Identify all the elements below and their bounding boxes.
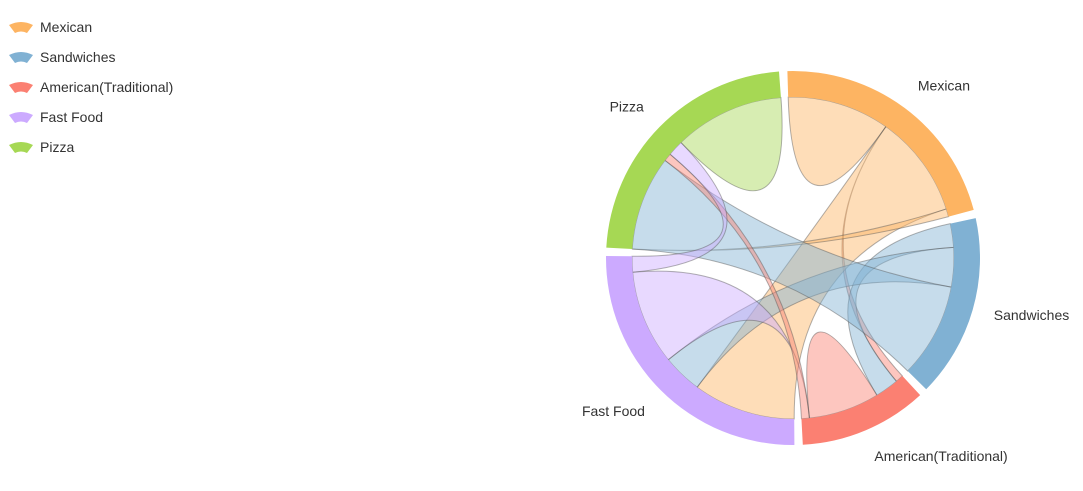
legend-swatch-sandwiches — [9, 52, 33, 63]
group-label-sandwiches: Sandwiches — [994, 307, 1070, 323]
group-arc-mexican[interactable] — [787, 70, 974, 217]
chord-mexican-pizza[interactable] — [632, 208, 950, 252]
group-arc-fast-food[interactable] — [605, 255, 795, 445]
legend-item-sandwiches[interactable]: Sandwiches — [8, 42, 173, 72]
legend: Mexican Sandwiches American(Traditional) Fa… — [8, 12, 173, 162]
group-arc-pizza[interactable] — [606, 71, 781, 250]
legend-item-mexican[interactable]: Mexican — [8, 12, 173, 42]
legend-label: Pizza — [40, 139, 75, 155]
chord-american-traditional-fast-food[interactable] — [632, 270, 810, 419]
legend-label: Fast Food — [40, 109, 104, 125]
chord-american-traditional-american-traditional[interactable] — [806, 331, 878, 419]
group-arc-sandwiches[interactable] — [907, 218, 980, 390]
legend-swatch-fast-food — [9, 112, 33, 123]
group-label-american-traditional: American(Traditional) — [874, 448, 1007, 464]
chords — [631, 96, 955, 420]
legend-swatch-pizza — [9, 142, 33, 153]
legend-label: Sandwiches — [40, 49, 116, 65]
legend-label: Mexican — [40, 19, 93, 35]
group-label-mexican: Mexican — [918, 77, 970, 93]
legend-item-fast-food[interactable]: Fast Food — [8, 102, 173, 132]
legend-item-american-traditional[interactable]: American(Traditional) — [8, 72, 173, 102]
chord-mexican-mexican[interactable] — [787, 96, 887, 187]
chord-american-traditional-pizza[interactable] — [664, 153, 810, 420]
group-arc-american-traditional[interactable] — [801, 376, 921, 445]
legend-label: American(Traditional) — [40, 79, 174, 95]
group-label-fast-food: Fast Food — [582, 403, 645, 419]
legend-item-pizza[interactable]: Pizza — [8, 132, 173, 162]
legend-swatch-american-traditional — [9, 82, 33, 93]
legend-swatch-mexican — [9, 22, 33, 33]
chord-pizza-pizza[interactable] — [680, 96, 783, 192]
group-label-pizza: Pizza — [610, 99, 644, 115]
